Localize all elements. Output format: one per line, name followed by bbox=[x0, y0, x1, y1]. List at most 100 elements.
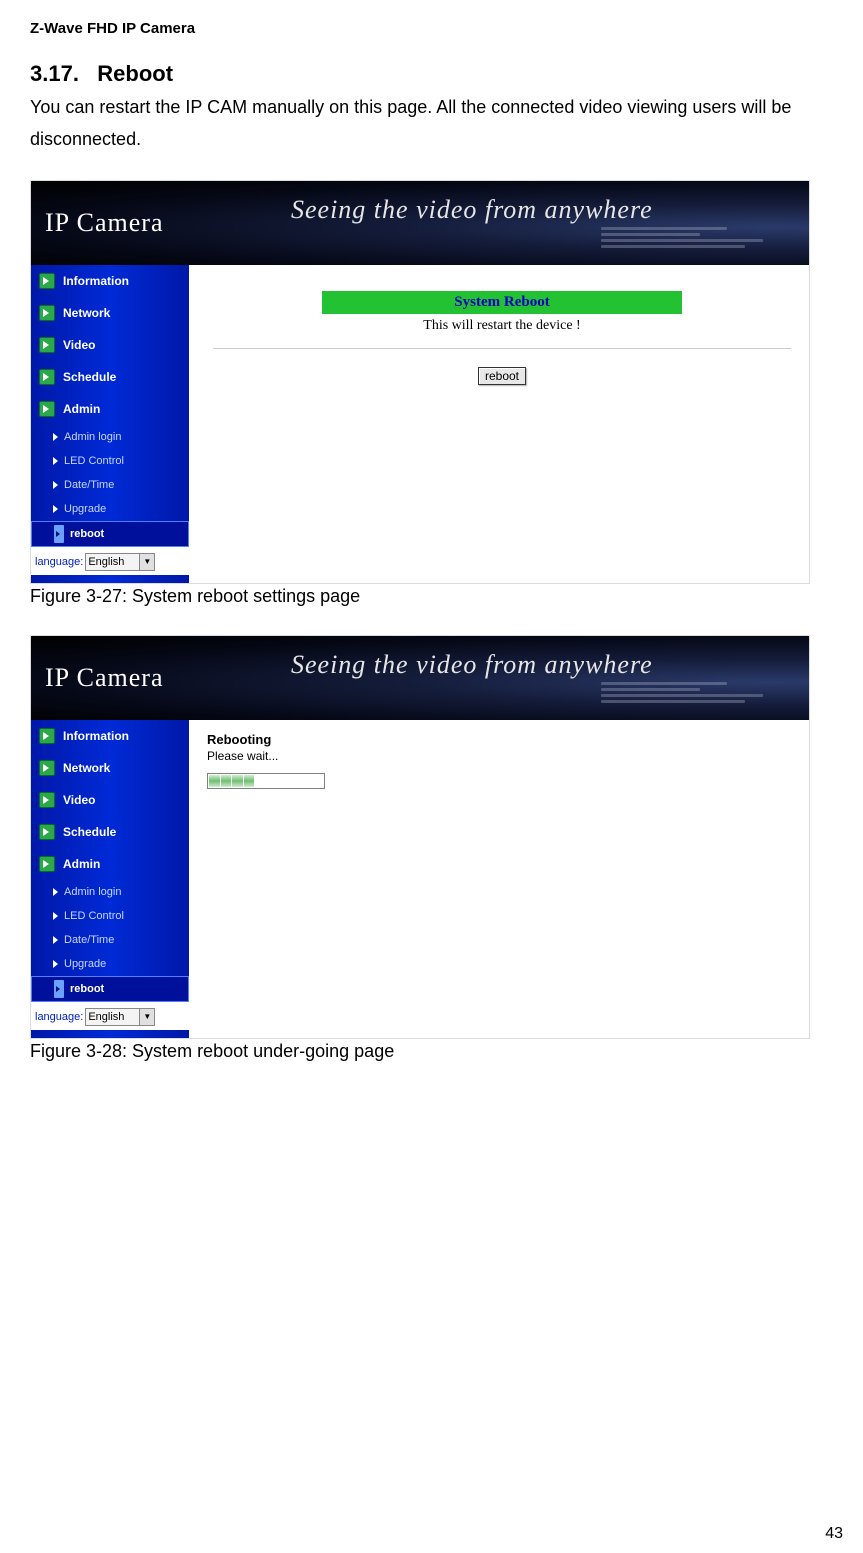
screenshot-reboot-settings: IP Camera Seeing the video from anywhere… bbox=[30, 180, 810, 584]
language-value: English bbox=[88, 1011, 124, 1023]
sidebar-item-schedule[interactable]: Schedule bbox=[31, 361, 189, 393]
sidebar-sub-led-control[interactable]: LED Control bbox=[31, 449, 189, 473]
slogan-text: Seeing the video from anywhere bbox=[291, 195, 653, 225]
slogan-sub-lines bbox=[601, 227, 781, 248]
progress-segment bbox=[267, 775, 278, 787]
rebooting-title: Rebooting bbox=[207, 732, 791, 747]
progress-bar bbox=[207, 773, 325, 789]
arrow-icon bbox=[54, 980, 64, 998]
progress-segment bbox=[244, 775, 255, 787]
sidebar-sub-label: Admin login bbox=[64, 431, 121, 443]
sidebar-item-network[interactable]: Network bbox=[31, 297, 189, 329]
sidebar-item-video[interactable]: Video bbox=[31, 329, 189, 361]
chevron-down-icon: ▼ bbox=[139, 554, 154, 570]
play-icon bbox=[39, 305, 55, 321]
sidebar-item-video[interactable]: Video bbox=[31, 784, 189, 816]
sidebar-item-label: Information bbox=[63, 274, 129, 288]
section-number: 3.17. bbox=[30, 61, 79, 86]
page-number: 43 bbox=[825, 1525, 843, 1543]
sidebar-sub-label: reboot bbox=[70, 983, 104, 995]
play-icon bbox=[39, 856, 55, 872]
sidebar-sub-label: Admin login bbox=[64, 886, 121, 898]
arrow-icon bbox=[53, 960, 58, 968]
sidebar-sub-admin-login[interactable]: Admin login bbox=[31, 425, 189, 449]
sidebar-item-information[interactable]: Information bbox=[31, 265, 189, 297]
chevron-down-icon: ▼ bbox=[139, 1009, 154, 1025]
arrow-icon bbox=[53, 888, 58, 896]
progress-segment bbox=[255, 775, 266, 787]
arrow-icon bbox=[53, 481, 58, 489]
sidebar-item-label: Network bbox=[63, 761, 110, 775]
play-icon bbox=[39, 728, 55, 744]
sidebar-sub-label: LED Control bbox=[64, 455, 124, 467]
sidebar-sub-label: Upgrade bbox=[64, 958, 106, 970]
divider bbox=[213, 348, 791, 349]
system-reboot-header: System Reboot bbox=[322, 291, 682, 314]
banner: IP Camera Seeing the video from anywhere bbox=[31, 181, 809, 265]
please-wait-text: Please wait... bbox=[207, 749, 791, 763]
progress-segment bbox=[301, 775, 312, 787]
sidebar-item-admin[interactable]: Admin bbox=[31, 393, 189, 425]
sidebar-item-schedule[interactable]: Schedule bbox=[31, 816, 189, 848]
sidebar-item-label: Video bbox=[63, 793, 95, 807]
sidebar-item-admin[interactable]: Admin bbox=[31, 848, 189, 880]
sidebar-item-label: Admin bbox=[63, 402, 100, 416]
play-icon bbox=[39, 760, 55, 776]
progress-segment bbox=[221, 775, 232, 787]
sidebar-sub-label: Upgrade bbox=[64, 503, 106, 515]
sidebar: Information Network Video Schedule Admin… bbox=[31, 720, 189, 1038]
sidebar-item-label: Schedule bbox=[63, 825, 116, 839]
language-label: language: bbox=[35, 556, 83, 568]
arrow-icon bbox=[53, 433, 58, 441]
sidebar-sub-upgrade[interactable]: Upgrade bbox=[31, 952, 189, 976]
sidebar-sub-admin-login[interactable]: Admin login bbox=[31, 880, 189, 904]
sidebar-item-label: Network bbox=[63, 306, 110, 320]
section-heading: 3.17. Reboot bbox=[30, 61, 833, 87]
arrow-icon bbox=[54, 525, 64, 543]
brand-label: IP Camera bbox=[45, 208, 164, 238]
screenshot-rebooting: IP Camera Seeing the video from anywhere… bbox=[30, 635, 810, 1039]
progress-segment bbox=[313, 775, 324, 787]
sidebar-sub-date-time[interactable]: Date/Time bbox=[31, 928, 189, 952]
sidebar-sub-label: reboot bbox=[70, 528, 104, 540]
progress-segment bbox=[209, 775, 220, 787]
play-icon bbox=[39, 824, 55, 840]
sidebar-sub-date-time[interactable]: Date/Time bbox=[31, 473, 189, 497]
content-area: System Reboot This will restart the devi… bbox=[189, 265, 809, 583]
arrow-icon bbox=[53, 457, 58, 465]
language-row: language: English ▼ bbox=[31, 547, 189, 575]
figure-caption-1: Figure 3-27: System reboot settings page bbox=[30, 586, 833, 607]
content-area: Rebooting Please wait... bbox=[189, 720, 809, 1038]
section-title: Reboot bbox=[97, 61, 173, 86]
sidebar: Information Network Video Schedule Admin… bbox=[31, 265, 189, 583]
language-label: language: bbox=[35, 1011, 83, 1023]
sidebar-item-network[interactable]: Network bbox=[31, 752, 189, 784]
brand-label: IP Camera bbox=[45, 663, 164, 693]
sidebar-sub-label: Date/Time bbox=[64, 479, 114, 491]
arrow-icon bbox=[53, 936, 58, 944]
sidebar-item-label: Schedule bbox=[63, 370, 116, 384]
sidebar-item-label: Admin bbox=[63, 857, 100, 871]
slogan-sub-lines bbox=[601, 682, 781, 703]
play-icon bbox=[39, 401, 55, 417]
sidebar-item-label: Video bbox=[63, 338, 95, 352]
sidebar-item-information[interactable]: Information bbox=[31, 720, 189, 752]
sidebar-sub-label: LED Control bbox=[64, 910, 124, 922]
sidebar-sub-reboot[interactable]: reboot bbox=[31, 976, 189, 1002]
progress-segment bbox=[290, 775, 301, 787]
sidebar-sub-reboot[interactable]: reboot bbox=[31, 521, 189, 547]
section-body-text: You can restart the IP CAM manually on t… bbox=[30, 91, 833, 156]
sidebar-item-label: Information bbox=[63, 729, 129, 743]
sidebar-sub-upgrade[interactable]: Upgrade bbox=[31, 497, 189, 521]
slogan-text: Seeing the video from anywhere bbox=[291, 650, 653, 680]
play-icon bbox=[39, 369, 55, 385]
language-select[interactable]: English ▼ bbox=[85, 1008, 155, 1026]
sidebar-sub-label: Date/Time bbox=[64, 934, 114, 946]
progress-segment bbox=[232, 775, 243, 787]
sidebar-sub-led-control[interactable]: LED Control bbox=[31, 904, 189, 928]
play-icon bbox=[39, 337, 55, 353]
language-select[interactable]: English ▼ bbox=[85, 553, 155, 571]
arrow-icon bbox=[53, 912, 58, 920]
reboot-button[interactable]: reboot bbox=[478, 367, 526, 385]
play-icon bbox=[39, 273, 55, 289]
